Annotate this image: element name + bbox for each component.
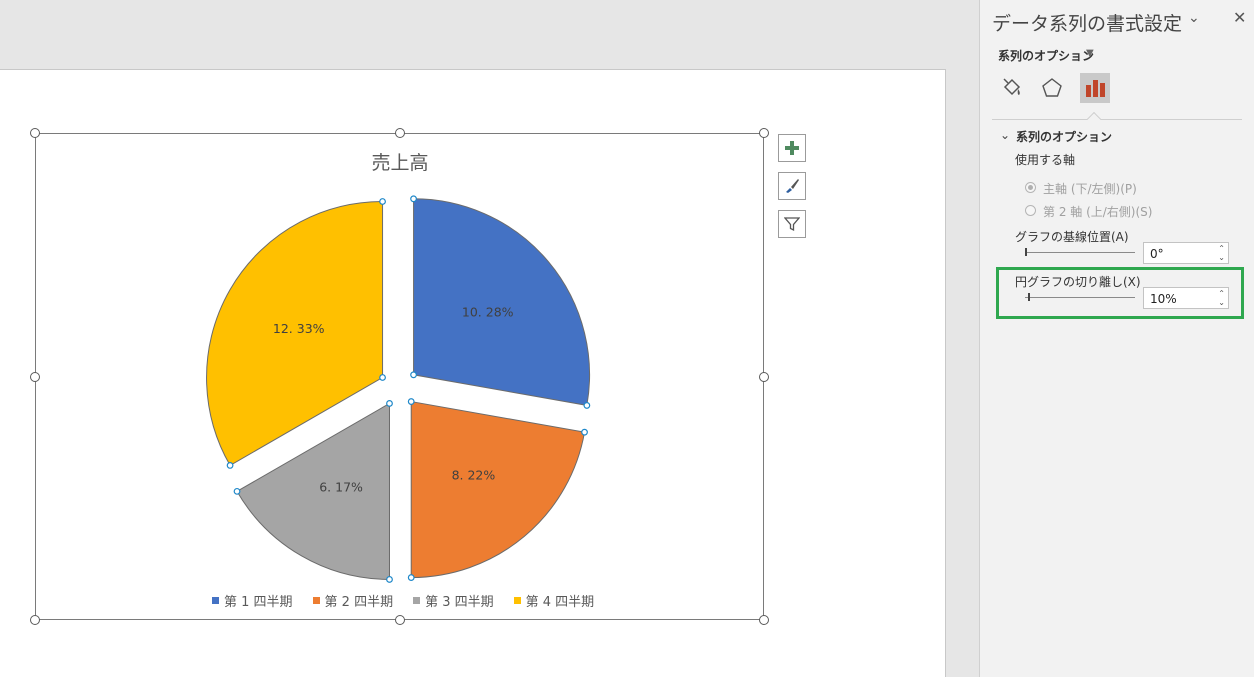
tab-pointer	[1086, 111, 1102, 127]
pane-title: データ系列の書式設定	[992, 13, 1183, 35]
effects-pentagon-icon	[1042, 78, 1062, 97]
explosion-slider-thumb[interactable]	[1028, 293, 1030, 301]
data-label-3[interactable]: 6. 17%	[319, 479, 363, 494]
fill-line-icon	[1003, 78, 1021, 96]
tab-effects[interactable]	[1037, 73, 1067, 103]
section-series-options-title[interactable]: 系列のオプション	[1016, 130, 1113, 144]
data-label-4[interactable]: 12. 33%	[273, 321, 325, 336]
data-label-1[interactable]: 10. 28%	[462, 305, 514, 320]
first-slice-angle-label: グラフの基線位置(A)	[1015, 230, 1129, 244]
pie-slice-4[interactable]	[206, 200, 384, 467]
slice-selection-point[interactable]	[407, 574, 415, 581]
legend-swatch	[212, 597, 219, 604]
legend-item-3[interactable]: 第 3 四半期	[413, 591, 494, 610]
chart-elements-plus-icon	[785, 141, 799, 155]
angle-slider-thumb[interactable]	[1025, 248, 1027, 256]
data-label-2[interactable]: 8. 22%	[452, 468, 496, 483]
chart-title[interactable]: 売上高	[371, 152, 429, 174]
resize-handle-middle-right[interactable]	[759, 372, 769, 382]
angle-slider-track[interactable]	[1025, 252, 1135, 253]
chart-legend[interactable]: 第 1 四半期 第 2 四半期 第 3 四半期 第 4 四半期	[212, 591, 594, 610]
primary-axis-label: 主軸 (下/左側)(P)	[1043, 182, 1137, 196]
legend-label: 第 3 四半期	[425, 595, 494, 610]
legend-swatch	[513, 597, 521, 604]
chart-styles-button[interactable]	[778, 172, 806, 200]
slice-selection-point[interactable]	[583, 402, 591, 409]
resize-handle-bottom-left[interactable]	[30, 615, 40, 625]
pie-chart[interactable]: 10. 28% 8. 22% 6. 17% 12. 33%	[0, 0, 800, 677]
resize-handle-bottom-right[interactable]	[759, 615, 769, 625]
legend-swatch	[312, 597, 320, 604]
explosion-value: 10%	[1150, 292, 1177, 306]
angle-value: 0°	[1150, 247, 1164, 261]
tab-fill-line[interactable]	[997, 73, 1027, 103]
slice-selection-point[interactable]	[226, 462, 234, 469]
chart-styles-brush-icon	[786, 179, 799, 193]
pie-explosion-label: 円グラフの切り離し(X)	[1015, 275, 1141, 289]
legend-item-1[interactable]: 第 1 四半期	[212, 591, 293, 610]
pie-slice-1[interactable]	[413, 198, 591, 406]
series-options-icon	[1086, 80, 1105, 97]
resize-handle-top-left[interactable]	[30, 128, 40, 138]
explosion-spin-arrows-icon[interactable]: ⌃ ⌄	[1218, 289, 1225, 307]
slice-selection-point[interactable]	[407, 398, 415, 405]
legend-swatch	[413, 597, 421, 604]
legend-label: 第 1 四半期	[224, 595, 293, 610]
secondary-axis-label: 第 2 軸 (上/右側)(S)	[1043, 205, 1153, 219]
chart-filter-icon	[784, 217, 800, 232]
resize-handle-top-right[interactable]	[759, 128, 769, 138]
legend-item-4[interactable]: 第 4 四半期	[513, 591, 595, 610]
explosion-spin-input[interactable]: 10% ⌃ ⌄	[1143, 287, 1229, 309]
slice-selection-point[interactable]	[410, 371, 417, 379]
primary-axis-radio[interactable]	[1025, 182, 1036, 193]
slice-selection-point[interactable]	[379, 374, 386, 381]
dropdown-caret-icon[interactable]: ▼	[1086, 48, 1094, 59]
axis-usage-label: 使用する軸	[1015, 153, 1076, 167]
slice-selection-point[interactable]	[233, 487, 241, 495]
legend-label: 第 2 四半期	[324, 595, 394, 610]
resize-handle-top-center[interactable]	[395, 128, 405, 138]
pane-close-icon[interactable]: ✕	[1233, 8, 1247, 27]
pie-slice-3[interactable]	[236, 402, 390, 580]
angle-spin-input[interactable]: 0° ⌃ ⌄	[1143, 242, 1229, 264]
slice-selection-point[interactable]	[386, 400, 393, 407]
resize-handle-middle-left[interactable]	[30, 372, 40, 382]
slice-selection-point[interactable]	[379, 198, 386, 205]
legend-item-2[interactable]: 第 2 四半期	[312, 591, 394, 610]
pane-options-chevron-icon[interactable]: ⌄	[1188, 10, 1200, 26]
angle-spin-arrows-icon[interactable]: ⌃ ⌄	[1218, 244, 1225, 262]
secondary-axis-radio[interactable]	[1025, 205, 1036, 216]
pie-slice-2[interactable]	[410, 400, 586, 579]
slice-selection-point[interactable]	[410, 195, 417, 203]
slice-selection-point[interactable]	[386, 576, 393, 583]
chart-filter-button[interactable]	[778, 210, 806, 238]
resize-handle-bottom-center[interactable]	[395, 615, 405, 625]
tab-separator	[992, 119, 1242, 120]
format-data-series-pane: データ系列の書式設定 ⌄ ✕ 系列のオプション ▼ ⌄ 系列のオプション 使用す…	[979, 0, 1254, 677]
section-collapse-chevron-icon[interactable]: ⌄	[1000, 128, 1011, 142]
series-options-dropdown[interactable]: 系列のオプション	[998, 49, 1095, 63]
explosion-highlight-box	[996, 267, 1244, 319]
slice-selection-point[interactable]	[581, 428, 588, 436]
tab-series-options[interactable]	[1080, 73, 1110, 103]
chart-elements-button[interactable]	[778, 134, 806, 162]
legend-label: 第 4 四半期	[525, 595, 595, 610]
explosion-slider-track[interactable]	[1025, 297, 1135, 298]
